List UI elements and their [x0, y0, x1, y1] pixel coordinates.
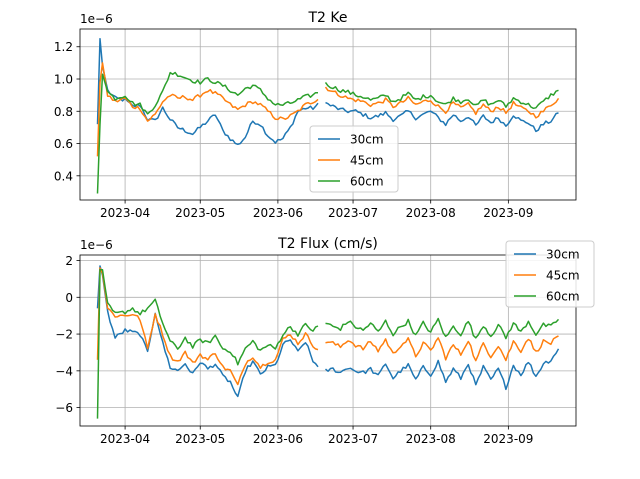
flux-ticks: 2023-04 2023-05 2023-06 2023-07 2023-08 2023-… — [55, 254, 533, 446]
ke-series-60cm-line — [96, 71, 559, 194]
ke-x-tick-label: 2023-05 — [175, 206, 225, 220]
ke-x-tick-label: 2023-04 — [100, 206, 150, 220]
ke-axes-frame — [79, 28, 577, 201]
flux-y-tick-label: −6 — [55, 401, 73, 415]
ke-series-30cm-line — [96, 37, 559, 146]
ke-y-tick-label: 1.2 — [54, 40, 73, 54]
ke-legend-label-45cm: 45cm — [350, 154, 384, 168]
flux-legend-box — [505, 240, 595, 308]
flux-x-tick-label: 2023-07 — [328, 432, 378, 446]
ke-panel: 2023-04 2023-05 2023-06 2023-07 2023-08 2023-… — [54, 10, 577, 220]
flux-y-tick-label: 0 — [65, 291, 73, 305]
ke-grid — [80, 29, 576, 200]
ke-legend-label-30cm: 30cm — [350, 133, 384, 147]
ke-series-45cm-line — [96, 62, 560, 157]
flux-series-60cm-line — [96, 268, 560, 419]
flux-y-tick-label: 2 — [65, 254, 73, 268]
flux-series-45cm-line — [96, 267, 559, 386]
ke-x-tick-label: 2023-08 — [406, 206, 456, 220]
ke-exponent-label: 1e−6 — [80, 12, 113, 26]
flux-x-tick-label: 2023-08 — [406, 432, 456, 446]
ke-series-layer — [96, 37, 560, 194]
ke-y-tick-label: 0.6 — [54, 137, 73, 151]
flux-x-tick-label: 2023-06 — [253, 432, 303, 446]
flux-title: T2 Flux (cm/s) — [277, 236, 378, 252]
flux-axes-frame — [79, 254, 577, 427]
flux-legend-label-45cm: 45cm — [546, 269, 580, 283]
ke-x-tick-label: 2023-09 — [483, 206, 533, 220]
flux-legend: 30cm 45cm 60cm — [505, 240, 595, 308]
flux-x-tick-label: 2023-05 — [175, 432, 225, 446]
ke-y-tick-label: 0.8 — [54, 105, 73, 119]
flux-y-tick-label: −2 — [55, 328, 73, 342]
flux-legend-label-60cm: 60cm — [546, 290, 580, 304]
flux-y-tick-label: −4 — [55, 364, 73, 378]
ke-ticks: 2023-04 2023-05 2023-06 2023-07 2023-08 2023-… — [54, 40, 534, 220]
ke-x-tick-label: 2023-06 — [253, 206, 303, 220]
flux-x-tick-label: 2023-04 — [100, 432, 150, 446]
ke-x-tick-label: 2023-07 — [328, 206, 378, 220]
flux-legend-label-30cm: 30cm — [546, 248, 580, 262]
flux-exponent-label: 1e−6 — [80, 238, 113, 252]
ke-y-tick-label: 1.0 — [54, 73, 73, 87]
flux-series-30cm-line — [96, 265, 560, 398]
ke-y-tick-label: 0.4 — [54, 169, 73, 183]
flux-panel: 2023-04 2023-05 2023-06 2023-07 2023-08 2023-… — [55, 236, 595, 446]
ke-legend-box — [309, 125, 399, 193]
ke-title: T2 Ke — [307, 10, 347, 26]
ke-legend: 30cm 45cm 60cm — [309, 125, 399, 193]
flux-x-tick-label: 2023-09 — [483, 432, 533, 446]
flux-series-layer — [96, 265, 560, 419]
ke-legend-label-60cm: 60cm — [350, 175, 384, 189]
